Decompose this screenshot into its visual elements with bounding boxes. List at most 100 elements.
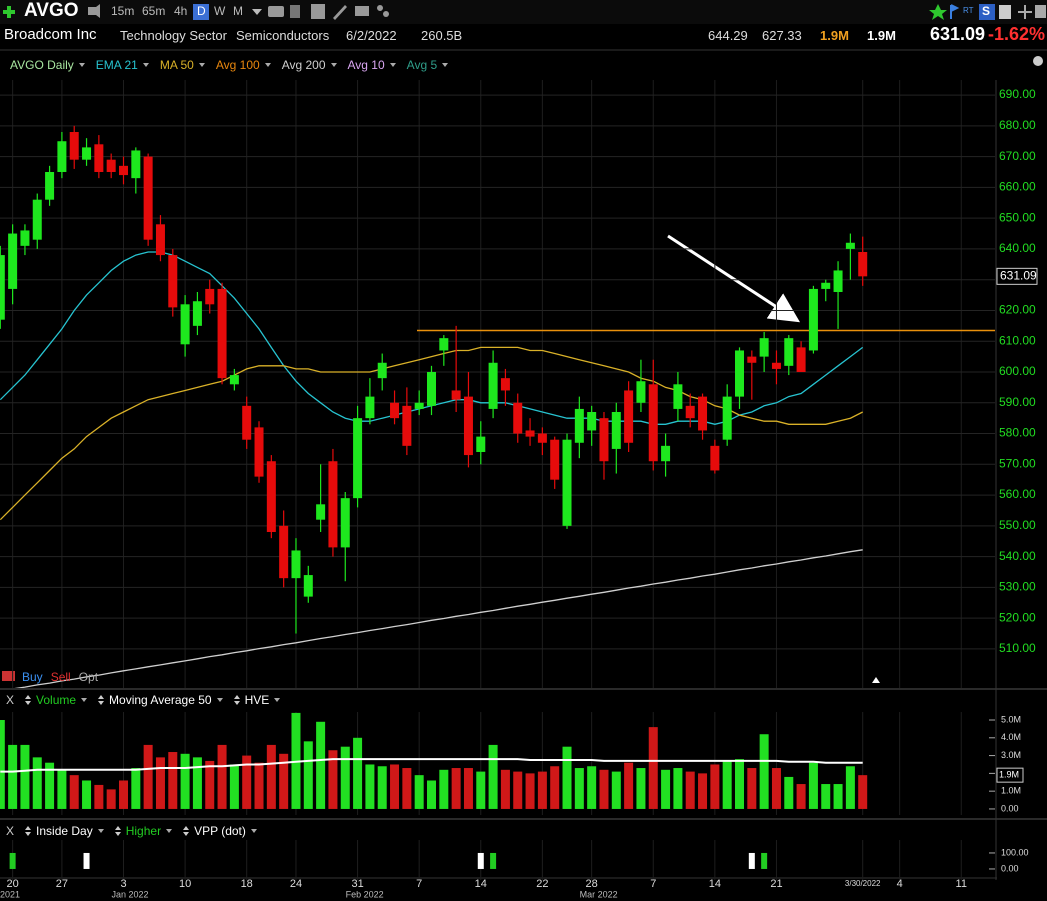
volume-bar <box>451 768 461 809</box>
interval[interactable]: 4h <box>174 4 188 18</box>
tool-icon[interactable] <box>383 11 389 17</box>
y-tick-label: 560.00 <box>999 487 1036 501</box>
dropdown-icon[interactable] <box>252 9 262 15</box>
legend-caret[interactable] <box>78 63 85 67</box>
y-tick-label: 590.00 <box>999 395 1036 409</box>
candle-body <box>735 350 744 397</box>
legend-item[interactable]: Avg 5 <box>407 58 449 72</box>
x-tick-label: 21 <box>770 878 782 890</box>
legend-item[interactable]: EMA 21 <box>96 58 149 72</box>
legend-caret[interactable] <box>97 829 104 833</box>
legend-label: MA 50 <box>159 58 194 72</box>
tool-icon[interactable] <box>333 5 347 20</box>
flag-icon[interactable] <box>950 4 960 19</box>
candle-body <box>229 375 239 385</box>
y-tick-label: 0.00 <box>1001 803 1019 813</box>
candle-body <box>500 378 510 391</box>
legend-caret[interactable] <box>81 698 88 702</box>
x-tick-label: 14 <box>475 878 487 890</box>
buy-button[interactable]: Buy <box>22 670 43 684</box>
legend-item[interactable]: Moving Average 50 <box>98 693 223 707</box>
volume-bar <box>390 764 400 809</box>
legend-caret[interactable] <box>330 63 337 67</box>
tool-icon[interactable] <box>290 5 300 18</box>
legend-item[interactable]: MA 50 <box>160 58 205 72</box>
legend-item[interactable]: AVGO Daily <box>10 58 85 72</box>
trade-icon[interactable] <box>2 671 15 681</box>
signal-bar <box>490 852 497 869</box>
legend-caret[interactable] <box>264 63 271 67</box>
legend-item[interactable]: HVE <box>233 693 281 707</box>
volume-bar <box>82 780 92 809</box>
interval[interactable]: 15m <box>111 4 135 18</box>
close-button[interactable]: X <box>6 693 15 707</box>
tool-icon[interactable] <box>377 5 383 11</box>
volume-bar <box>155 757 165 809</box>
volume-bar <box>562 746 572 809</box>
x-tick-label: 27 <box>56 878 68 890</box>
legend-label: VPP (dot) <box>194 824 246 838</box>
candle-body <box>0 255 5 320</box>
options-button[interactable]: Opt <box>78 670 99 684</box>
legend-item[interactable]: Avg 100 <box>216 58 271 72</box>
x-tick-label: 31 <box>351 878 363 890</box>
candle-body <box>377 362 387 379</box>
symbol[interactable]: AVGO <box>24 0 79 21</box>
y-tick-label: 670.00 <box>999 149 1036 163</box>
settings-icon[interactable] <box>1033 56 1043 66</box>
legend-caret[interactable] <box>142 63 149 67</box>
legend-caret[interactable] <box>166 829 173 833</box>
x-tick-label: 7 <box>416 878 422 890</box>
tool-icon[interactable] <box>268 6 284 17</box>
legend-item[interactable]: Avg 10 <box>348 58 396 72</box>
signal-bar <box>761 852 768 869</box>
tool-icon[interactable] <box>311 4 325 19</box>
candle-body <box>833 270 843 292</box>
x-tick-label: 24 <box>290 878 302 890</box>
legend-caret[interactable] <box>250 829 257 833</box>
candle-body <box>858 252 868 277</box>
move-icon[interactable] <box>1018 5 1032 19</box>
badge[interactable]: S <box>982 4 991 18</box>
price-box-label: 631.09 <box>1000 269 1037 283</box>
candle-body <box>463 396 473 456</box>
legend-caret[interactable] <box>198 63 205 67</box>
tool-icon[interactable] <box>355 6 369 16</box>
badge[interactable]: RT <box>963 6 974 15</box>
x-period-label: 2021 <box>0 889 20 899</box>
legend-caret[interactable] <box>442 63 449 67</box>
interval[interactable]: W <box>214 4 226 18</box>
candle-body <box>291 550 301 579</box>
candle-body <box>217 288 227 379</box>
volume-bar <box>316 721 326 809</box>
legend-caret[interactable] <box>216 698 223 702</box>
legend-caret[interactable] <box>389 63 396 67</box>
watch-icon[interactable] <box>929 4 947 20</box>
candle-body <box>180 304 190 345</box>
legend-item[interactable]: VPP (dot) <box>183 824 257 838</box>
close-button[interactable]: X <box>6 824 15 838</box>
x-period-label: Mar 2022 <box>580 889 618 899</box>
tool-icon[interactable] <box>1035 5 1046 18</box>
add-icon[interactable] <box>3 6 15 18</box>
scroll-marker[interactable] <box>872 677 880 683</box>
x-tick-label: 3/30/2022 <box>845 879 881 888</box>
legend-icon <box>25 826 32 836</box>
legend-label: Avg 200 <box>281 58 326 72</box>
legend-item[interactable]: Volume <box>25 693 88 707</box>
y-tick-label: 540.00 <box>999 549 1036 563</box>
legend-caret[interactable] <box>274 698 281 702</box>
badge-bg <box>979 4 995 20</box>
volume-bar <box>784 776 794 809</box>
legend-item[interactable]: Higher <box>114 824 173 838</box>
tool-icon[interactable] <box>999 5 1011 19</box>
interval[interactable]: D <box>197 4 206 18</box>
legend-item[interactable]: Avg 200 <box>282 58 337 72</box>
legend-item[interactable]: Inside Day <box>25 824 104 838</box>
interval[interactable]: M <box>233 4 243 18</box>
volume-bar <box>710 764 720 809</box>
sound-icon[interactable] <box>88 4 100 18</box>
interval[interactable]: 65m <box>142 4 166 18</box>
legend-label: Higher <box>125 824 162 838</box>
sell-button[interactable]: Sell <box>50 670 71 684</box>
